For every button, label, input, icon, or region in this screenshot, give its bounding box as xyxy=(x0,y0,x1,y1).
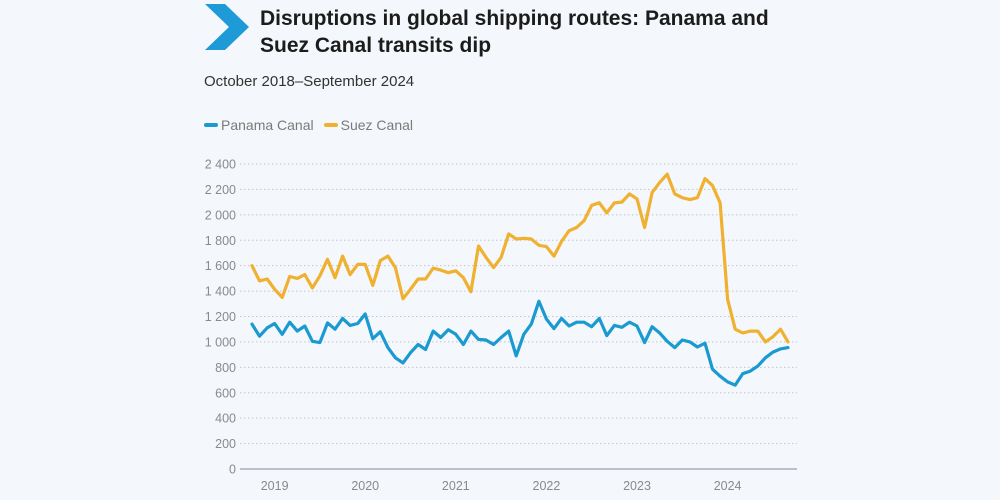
y-tick-label: 400 xyxy=(215,412,236,426)
y-tick-label: 200 xyxy=(215,437,236,451)
x-tick-label: 2022 xyxy=(533,479,561,493)
y-tick-label: 2 400 xyxy=(205,158,236,172)
chevron-right-icon xyxy=(205,4,249,50)
y-tick-label: 0 xyxy=(229,463,236,477)
y-tick-label: 1 400 xyxy=(205,285,236,299)
series-line-suez xyxy=(250,172,790,344)
y-tick-label: 1 000 xyxy=(205,335,236,349)
y-tick-label: 2 000 xyxy=(205,208,236,222)
x-tick-label: 2019 xyxy=(261,479,289,493)
y-tick-label: 1 600 xyxy=(205,259,236,273)
series-line-panama xyxy=(250,299,790,387)
x-tick-label: 2020 xyxy=(351,479,379,493)
y-tick-label: 600 xyxy=(215,386,236,400)
legend-item-panama: Panama Canal xyxy=(204,117,314,133)
x-tick-label: 2024 xyxy=(714,479,742,493)
legend-swatch-panama xyxy=(204,123,218,127)
legend-swatch-suez xyxy=(323,123,338,127)
x-tick-label: 2021 xyxy=(442,479,470,493)
y-tick-label: 2 200 xyxy=(205,183,236,197)
chart-subtitle: October 2018–September 2024 xyxy=(204,73,415,90)
x-tick-label: 2023 xyxy=(623,479,651,493)
legend: Panama Canal Suez Canal xyxy=(204,117,413,133)
chart-title: Disruptions in global shipping routes: P… xyxy=(260,7,769,57)
y-tick-label: 800 xyxy=(215,361,236,375)
y-tick-label: 1 200 xyxy=(205,310,236,324)
legend-label-panama: Panama Canal xyxy=(221,117,314,133)
legend-item-suez: Suez Canal xyxy=(323,117,414,133)
y-tick-label: 1 800 xyxy=(205,234,236,248)
legend-label-suez: Suez Canal xyxy=(340,117,414,133)
